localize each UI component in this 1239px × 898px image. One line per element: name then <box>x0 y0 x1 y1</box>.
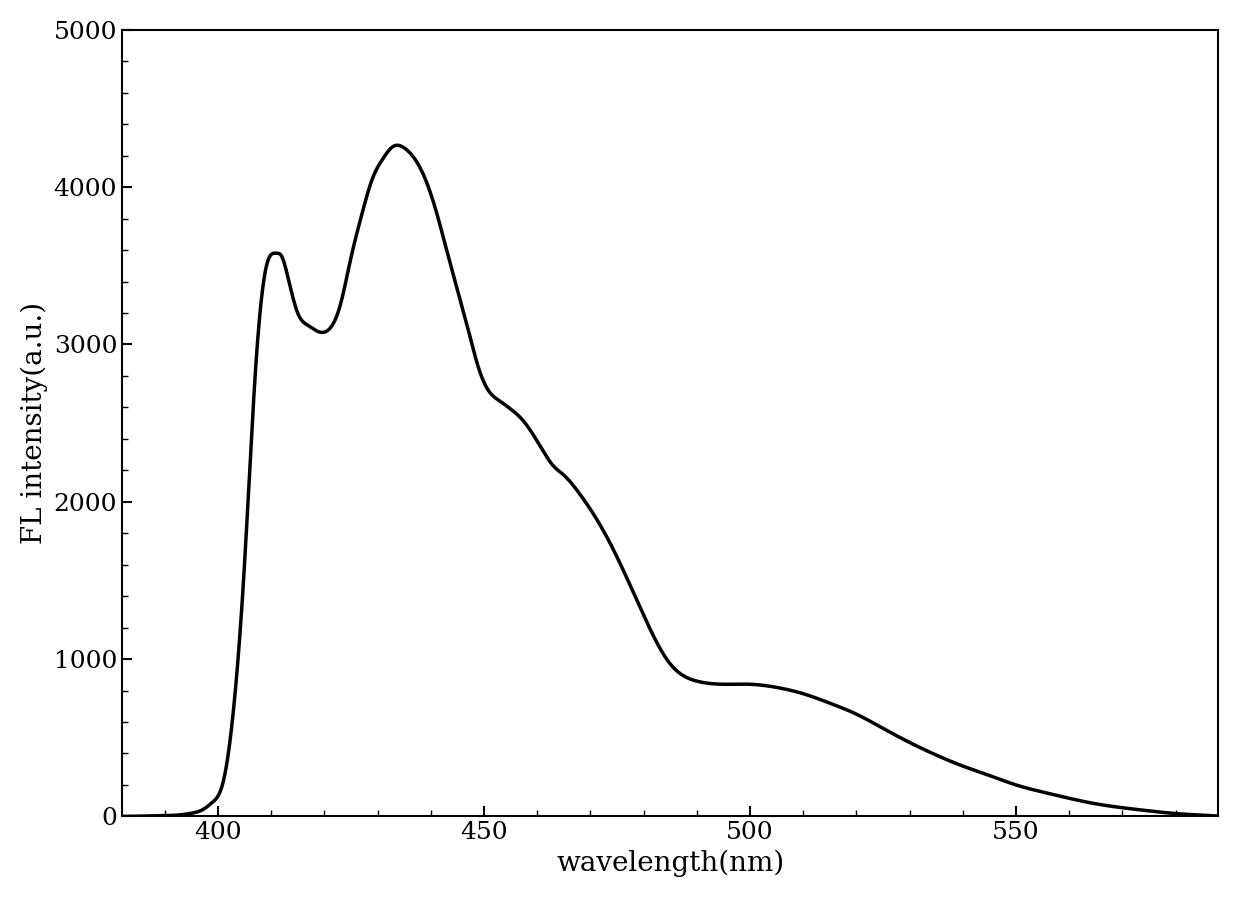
Y-axis label: FL intensity(a.u.): FL intensity(a.u.) <box>21 302 48 544</box>
X-axis label: wavelength(nm): wavelength(nm) <box>556 850 784 877</box>
